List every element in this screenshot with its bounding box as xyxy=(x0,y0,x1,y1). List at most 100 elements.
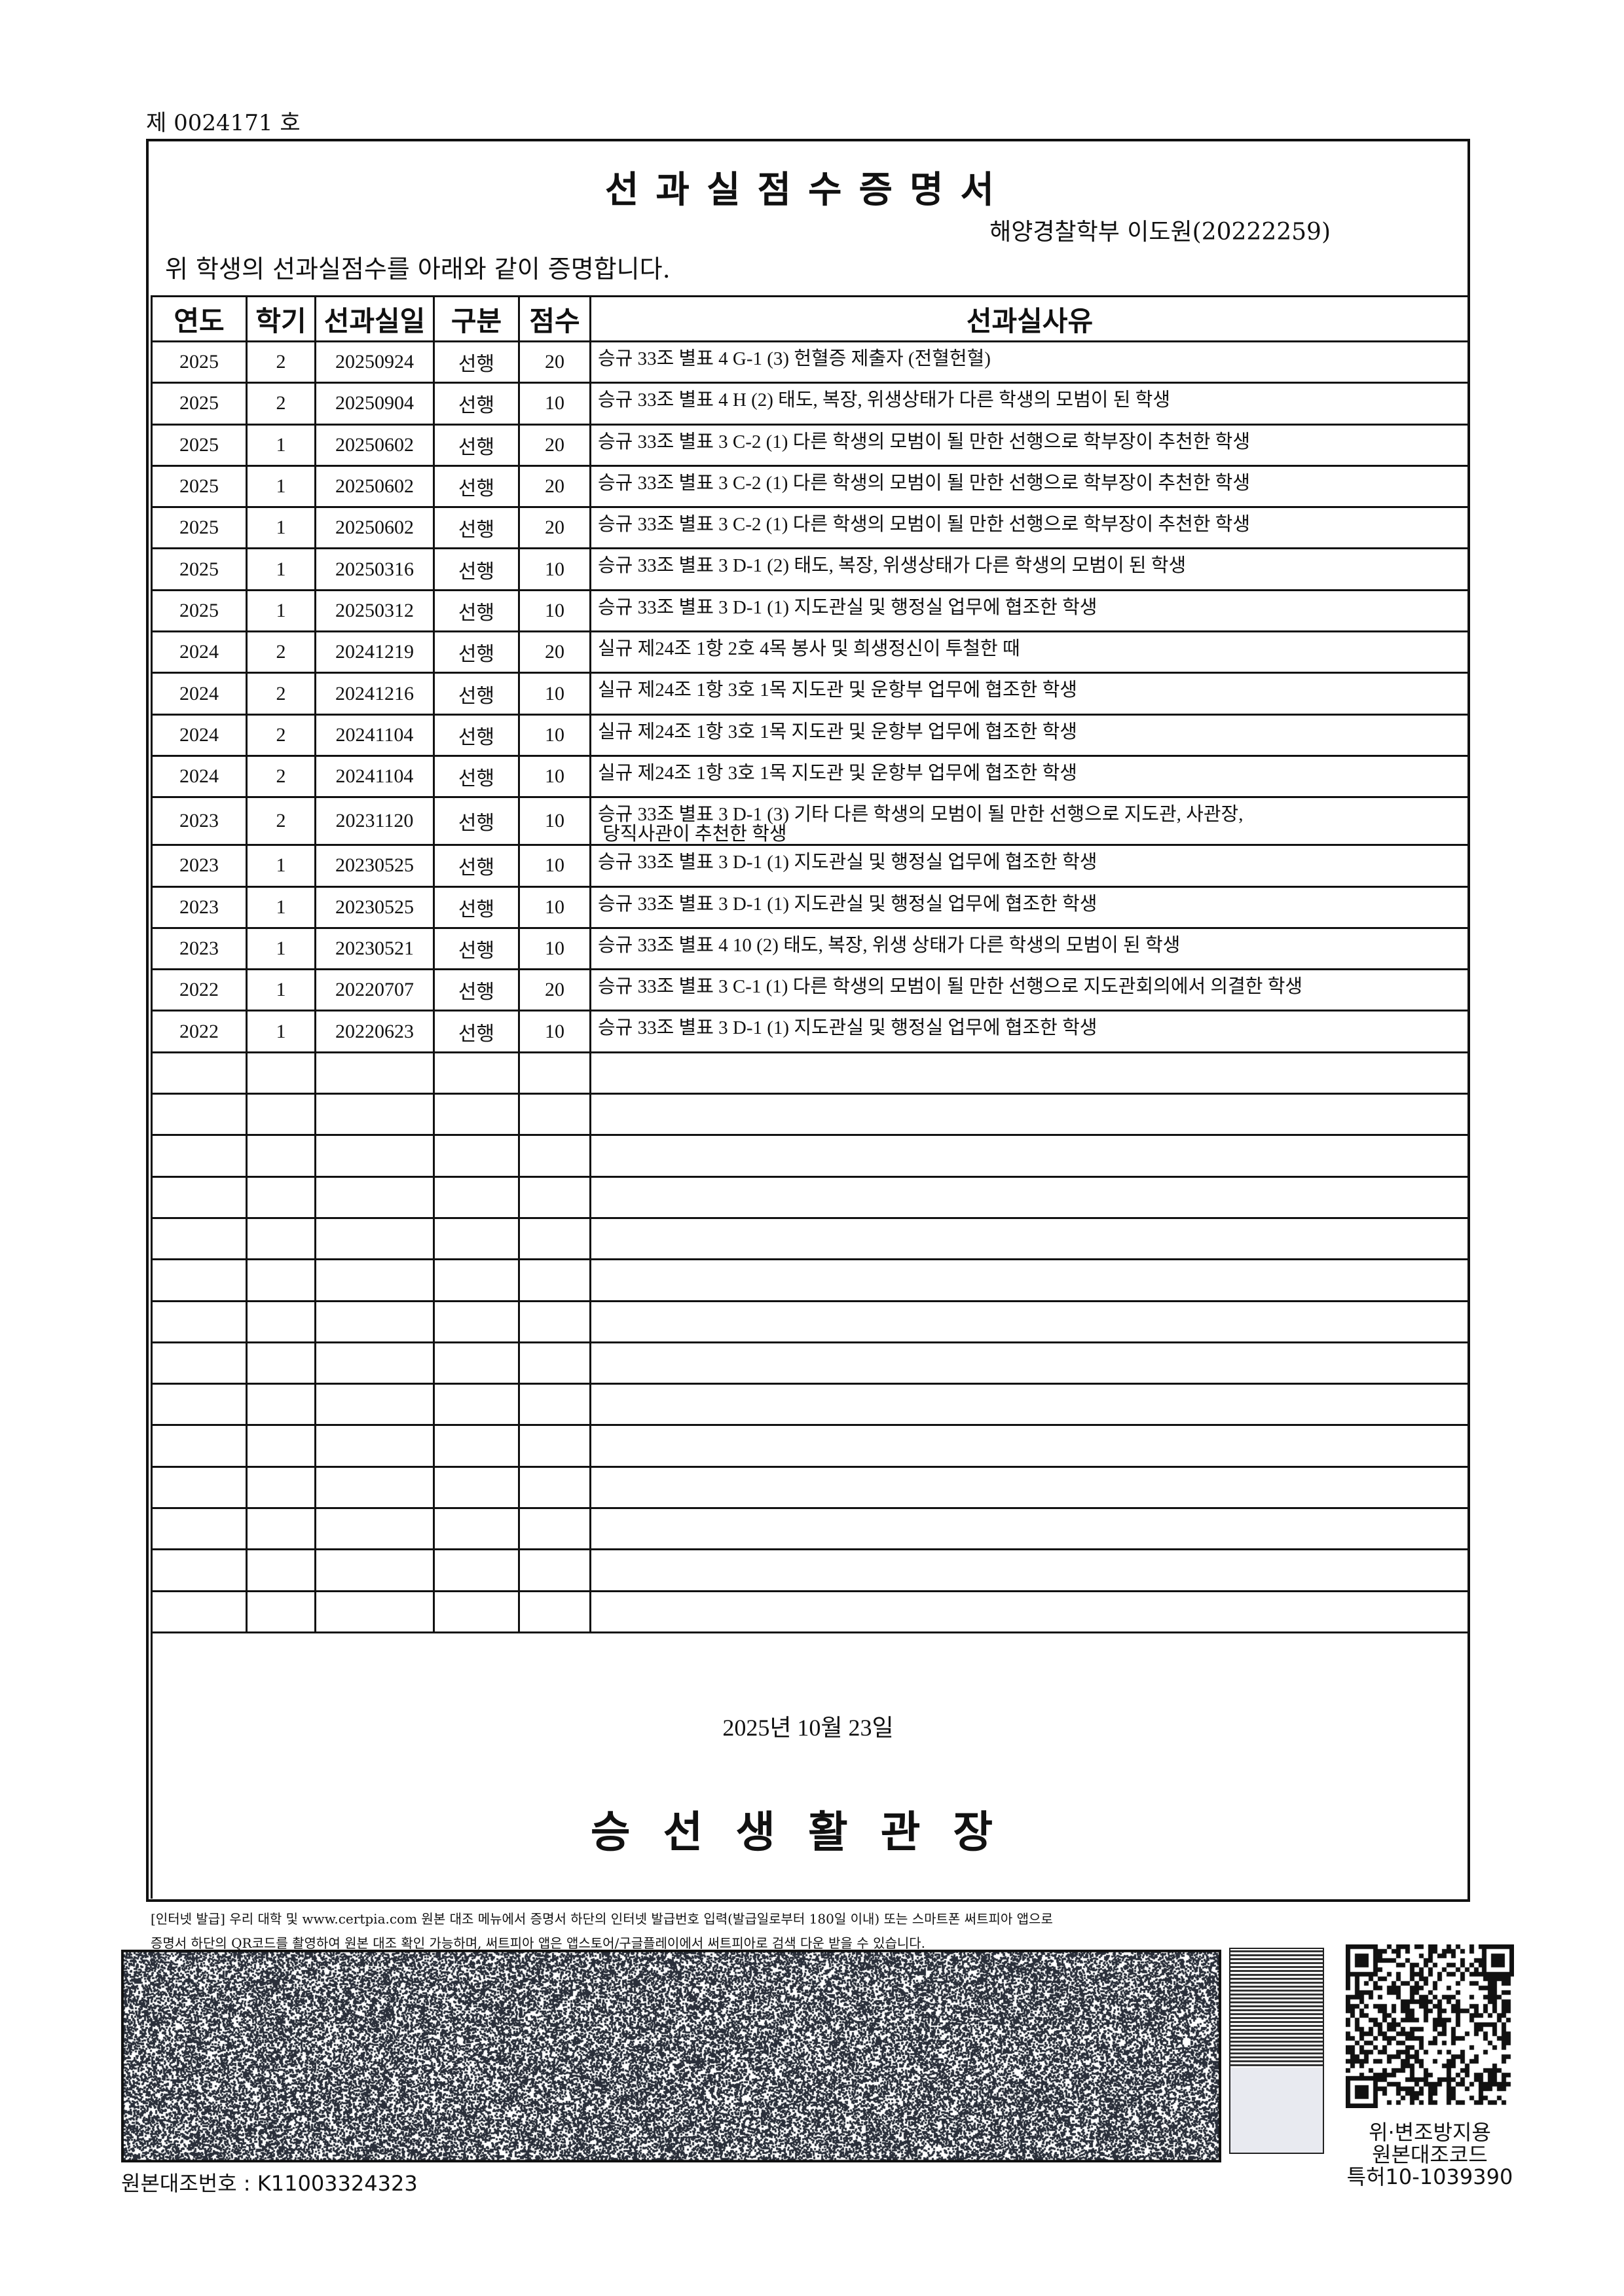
cell-score: 10 xyxy=(519,549,591,590)
cell-type: 선행 xyxy=(434,928,519,969)
cell-semester xyxy=(247,1384,316,1425)
cell-semester: 1 xyxy=(247,465,316,507)
cell-score xyxy=(519,1176,591,1218)
cell-type: 선행 xyxy=(434,756,519,797)
cell-reason: 승규 33조 별표 4 H (2) 태도, 복장, 위생상태가 다른 학생의 모… xyxy=(591,383,1469,424)
cell-score: 20 xyxy=(519,465,591,507)
cell-date xyxy=(316,1176,434,1218)
cell-type xyxy=(434,1301,519,1342)
cell-score xyxy=(519,1218,591,1259)
cell-semester: 2 xyxy=(247,673,316,714)
table-row: 2025 1 20250602 선행 20 승규 33조 별표 3 C-2 (1) 다른 … xyxy=(152,424,1469,465)
cell-semester: 1 xyxy=(247,507,316,549)
header-type: 구분 xyxy=(434,297,519,342)
student-info: 해양경찰학부 이도원(20222259) xyxy=(989,213,1331,247)
empty-table-row xyxy=(152,1135,1469,1176)
cell-year: 2025 xyxy=(152,507,247,549)
cell-semester xyxy=(247,1218,316,1259)
cell-score xyxy=(519,1550,591,1591)
cell-reason: 승규 33조 별표 4 10 (2) 태도, 복장, 위생 상태가 다른 학생의… xyxy=(591,928,1469,969)
cell-type xyxy=(434,1342,519,1383)
cell-type: 선행 xyxy=(434,424,519,465)
cell-score xyxy=(519,1467,591,1508)
cell-reason: 승규 33조 별표 3 D-1 (1) 지도관실 및 행정실 업무에 협조한 학… xyxy=(591,1011,1469,1052)
cell-semester xyxy=(247,1508,316,1550)
cell-type xyxy=(434,1176,519,1218)
cell-date xyxy=(316,1425,434,1467)
cell-year: 2024 xyxy=(152,714,247,756)
header-semester: 학기 xyxy=(247,297,316,342)
intro-text: 위 학생의 선과실점수를 아래와 같이 증명합니다. xyxy=(165,249,671,285)
cell-date: 20241104 xyxy=(316,714,434,756)
cell-semester: 1 xyxy=(247,549,316,590)
cell-reason xyxy=(591,1342,1469,1383)
cell-year: 2025 xyxy=(152,549,247,590)
cell-reason: 실규 제24조 1항 2호 4목 봉사 및 희생정신이 투철한 때 xyxy=(591,632,1469,673)
cell-reason: 승규 33조 별표 3 D-1 (2) 태도, 복장, 위생상태가 다른 학생의… xyxy=(591,549,1469,590)
cell-year xyxy=(152,1301,247,1342)
cell-type: 선행 xyxy=(434,714,519,756)
table-row: 2023 2 20231120 선행 10 승규 33조 별표 3 D-1 (3) 기타 … xyxy=(152,797,1469,845)
cell-year xyxy=(152,1425,247,1467)
cell-score: 20 xyxy=(519,342,591,383)
cell-score: 20 xyxy=(519,424,591,465)
table-row: 2024 2 20241219 선행 20 실규 제24조 1항 2호 4목 봉사 및 희… xyxy=(152,632,1469,673)
cell-semester: 2 xyxy=(247,632,316,673)
table-row: 2022 1 20220707 선행 20 승규 33조 별표 3 C-1 (1) 다른 … xyxy=(152,970,1469,1011)
cell-score: 10 xyxy=(519,673,591,714)
cell-year: 2024 xyxy=(152,673,247,714)
cell-type: 선행 xyxy=(434,507,519,549)
cell-semester: 1 xyxy=(247,1011,316,1052)
cell-score: 10 xyxy=(519,756,591,797)
cell-type xyxy=(434,1135,519,1176)
cell-semester: 2 xyxy=(247,342,316,383)
cell-reason: 승규 33조 별표 3 C-1 (1) 다른 학생의 모범이 될 만한 선행으로… xyxy=(591,970,1469,1011)
cell-score: 10 xyxy=(519,714,591,756)
cell-score: 20 xyxy=(519,507,591,549)
issuer-title: 승선생활관장 xyxy=(146,1797,1470,1860)
cell-score xyxy=(519,1135,591,1176)
cell-type xyxy=(434,1260,519,1301)
score-table: 연도 학기 선과실일 구분 점수 선과실사유 2025 2 20250924 선행 20… xyxy=(151,295,1470,1633)
cell-score: 10 xyxy=(519,1011,591,1052)
cell-type: 선행 xyxy=(434,549,519,590)
empty-table-row xyxy=(152,1218,1469,1259)
empty-table-row xyxy=(152,1052,1469,1093)
cell-reason xyxy=(591,1094,1469,1135)
cell-date: 20250602 xyxy=(316,465,434,507)
cell-score xyxy=(519,1425,591,1467)
cell-type xyxy=(434,1384,519,1425)
cell-year: 2025 xyxy=(152,424,247,465)
cell-type: 선행 xyxy=(434,465,519,507)
table-row: 2024 2 20241216 선행 10 실규 제24조 1항 3호 1목 지도관 및 … xyxy=(152,673,1469,714)
cell-type xyxy=(434,1508,519,1550)
cell-semester: 2 xyxy=(247,714,316,756)
cell-date xyxy=(316,1052,434,1093)
cell-date: 20250904 xyxy=(316,383,434,424)
cell-reason xyxy=(591,1176,1469,1218)
table-row: 2024 2 20241104 선행 10 실규 제24조 1항 3호 1목 지도관 및 … xyxy=(152,756,1469,797)
cell-date: 20250316 xyxy=(316,549,434,590)
cell-reason xyxy=(591,1218,1469,1259)
cell-year xyxy=(152,1135,247,1176)
cell-semester xyxy=(247,1094,316,1135)
cell-date xyxy=(316,1094,434,1135)
table-row: 2023 1 20230525 선행 10 승규 33조 별표 3 D-1 (1) 지도관… xyxy=(152,886,1469,928)
cell-semester xyxy=(247,1425,316,1467)
cell-reason: 승규 33조 별표 3 D-1 (1) 지도관실 및 행정실 업무에 협조한 학… xyxy=(591,886,1469,928)
table-row: 2025 2 20250904 선행 10 승규 33조 별표 4 H (2) 태도, 복… xyxy=(152,383,1469,424)
cell-date xyxy=(316,1135,434,1176)
cell-type: 선행 xyxy=(434,886,519,928)
cell-score xyxy=(519,1301,591,1342)
cell-year: 2023 xyxy=(152,845,247,886)
cell-semester xyxy=(247,1135,316,1176)
empty-table-row xyxy=(152,1467,1469,1508)
cell-type: 선행 xyxy=(434,845,519,886)
cell-date xyxy=(316,1508,434,1550)
cell-year xyxy=(152,1508,247,1550)
cell-semester xyxy=(247,1052,316,1093)
cell-reason: 승규 33조 별표 3 D-1 (1) 지도관실 및 행정실 업무에 협조한 학… xyxy=(591,845,1469,886)
cell-date: 20230525 xyxy=(316,886,434,928)
header-year: 연도 xyxy=(152,297,247,342)
cell-date: 20250924 xyxy=(316,342,434,383)
